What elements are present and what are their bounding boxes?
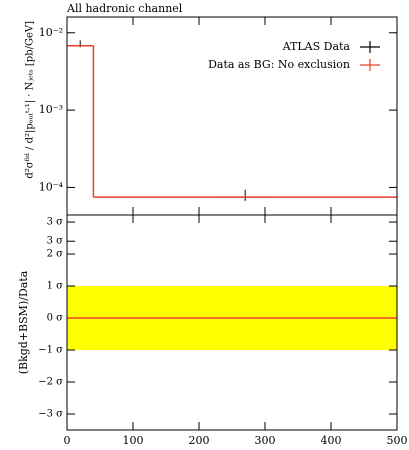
y-tick-label: 1 σ [47, 281, 64, 292]
y-tick-label: 3 σ [47, 217, 64, 228]
x-tick-label: 100 [123, 434, 144, 447]
y-axis-label: d²σᶠⁱᵈ / d²|pₒᵤₜᵗ·¹| · Nⱼₑₜₛ [pb/GeV] [25, 21, 36, 179]
legend-label: ATLAS Data [282, 40, 351, 53]
y-tick-label: 10⁻³ [39, 103, 63, 116]
x-tick-label: 200 [189, 434, 210, 447]
x-tick-label: 500 [387, 434, 408, 447]
y-tick-label: 10⁻² [39, 26, 63, 39]
y-tick-label: −3 σ [38, 409, 63, 420]
x-tick-label: 0 [64, 434, 71, 447]
chart-title: All hadronic channel [66, 2, 183, 15]
y-tick-label: 2 σ [47, 249, 64, 260]
x-tick-label: 400 [321, 434, 342, 447]
y-tick-label: 0 σ [47, 313, 64, 324]
y-tick-label: 3 σ [47, 236, 64, 247]
y-tick-label: −2 σ [38, 377, 63, 388]
legend-label: Data as BG: No exclusion [208, 58, 350, 71]
x-tick-label: 300 [255, 434, 276, 447]
y-axis-label: (Bkgd+BSM)/Data [17, 270, 30, 374]
plot-frame [66, 214, 398, 431]
y-tick-label: −1 σ [38, 345, 63, 356]
y-tick-label: 10⁻⁴ [39, 180, 64, 193]
